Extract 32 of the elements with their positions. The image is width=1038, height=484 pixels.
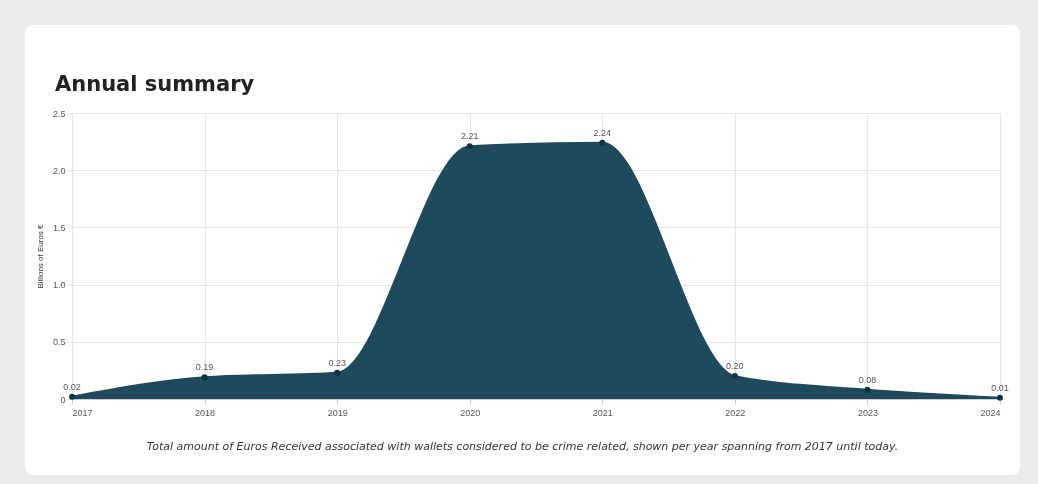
y-axis-title: Billions of Euros € bbox=[35, 223, 45, 289]
data-label: 0.23 bbox=[328, 357, 346, 368]
x-tick-label: 2022 bbox=[725, 407, 746, 418]
point bbox=[466, 143, 473, 150]
data-label: 0.19 bbox=[195, 362, 214, 373]
data-label: 0.20 bbox=[726, 361, 744, 372]
y-tick-label: 0 bbox=[60, 394, 66, 405]
y-tick-label: 1.5 bbox=[52, 222, 66, 233]
chart-title: Annual summary bbox=[55, 72, 255, 96]
point bbox=[864, 386, 871, 393]
data-label: 0.08 bbox=[858, 374, 877, 385]
x-tick-label: 2018 bbox=[195, 407, 216, 418]
point bbox=[334, 369, 341, 376]
data-label: 2.24 bbox=[593, 127, 612, 138]
data-label: 0.02 bbox=[63, 381, 81, 392]
x-tick-label: 2020 bbox=[460, 407, 481, 418]
x-tick-label: 2024 bbox=[980, 407, 1001, 418]
x-tick-label: 2021 bbox=[592, 407, 613, 418]
x-tick-label: 2019 bbox=[327, 407, 348, 418]
data-label: 0.01 bbox=[991, 382, 1009, 393]
y-tick-label: 2.0 bbox=[52, 165, 66, 176]
text: Total amount of Euros Received associated with wallets considered to be crime related, shown per year spanning from 2017 until today. bbox=[145, 440, 900, 453]
y-tick-label: 0.5 bbox=[52, 337, 66, 348]
point bbox=[599, 139, 606, 146]
y-tick-label: 1.0 bbox=[52, 280, 66, 291]
y-tick-label: 2.5 bbox=[52, 108, 66, 119]
point bbox=[731, 373, 738, 380]
data-label: 2.21 bbox=[460, 131, 479, 142]
x-tick-label: 2023 bbox=[857, 407, 878, 418]
point bbox=[201, 374, 208, 381]
point bbox=[997, 394, 1003, 401]
x-tick-label: 2017 bbox=[72, 407, 93, 418]
